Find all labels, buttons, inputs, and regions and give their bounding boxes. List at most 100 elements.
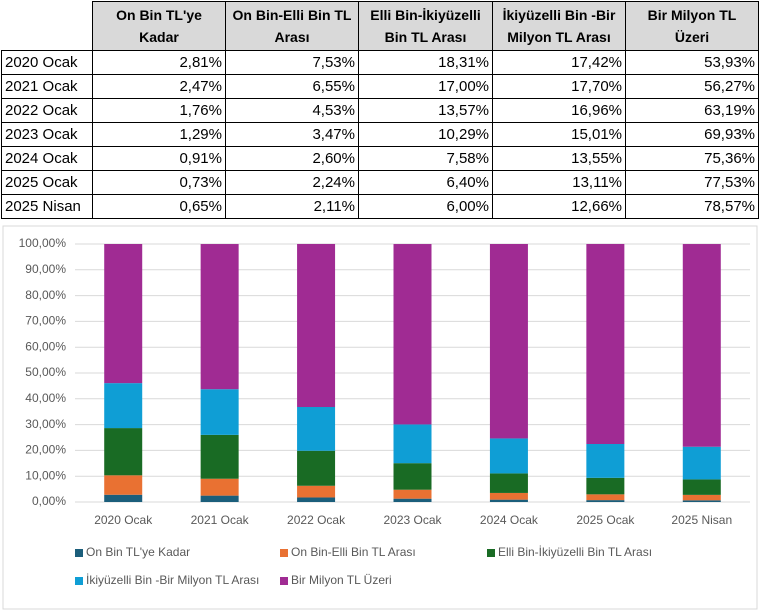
bar-segment xyxy=(682,244,721,447)
legend-marker xyxy=(280,577,288,585)
x-tick-label: 2025 Ocak xyxy=(576,513,635,527)
value-cell: 6,00% xyxy=(358,194,493,219)
bar-segment xyxy=(393,463,432,490)
chart: 0,00% 10,00% 20,00% 30,00% 40,00% 50,00% 60,00… xyxy=(2,225,758,610)
x-tick-label: 2023 Ocak xyxy=(383,513,442,527)
table-row: 2024 Ocak 0,91% 2,60% 7,58% 13,55% 75,36% xyxy=(1,146,759,171)
x-tick-label: 2020 Ocak xyxy=(94,513,153,527)
bar-segment xyxy=(682,479,721,495)
value-cell: 17,70% xyxy=(492,74,626,99)
bar-segment xyxy=(586,494,625,501)
x-tick-label: 2025 Nisan xyxy=(671,513,732,527)
value-cell: 2,60% xyxy=(225,146,359,171)
bar-segment xyxy=(489,473,528,493)
bar-segment xyxy=(489,499,528,502)
bar-segment xyxy=(297,407,336,451)
bar-segment xyxy=(586,444,625,478)
bar-segment xyxy=(104,494,143,502)
y-tick-label: 100,00% xyxy=(19,236,67,250)
value-cell: 13,55% xyxy=(492,146,626,171)
y-tick-label: 10,00% xyxy=(25,468,66,482)
legend-marker xyxy=(280,549,288,557)
table-row: 2020 Ocak 2,81% 7,53% 18,31% 17,42% 53,93% xyxy=(1,50,759,75)
bar-segment xyxy=(393,489,432,499)
legend-marker xyxy=(75,549,83,557)
bar-segment xyxy=(297,243,336,408)
value-cell: 10,29% xyxy=(358,122,493,147)
bar-segment xyxy=(586,500,625,502)
row-label: 2025 Ocak xyxy=(1,170,93,195)
bar-segment xyxy=(104,383,143,429)
value-cell: 75,36% xyxy=(625,146,759,171)
bar-segment xyxy=(200,434,239,479)
value-cell: 63,19% xyxy=(625,98,759,123)
bar-segment xyxy=(200,495,239,502)
y-tick-label: 70,00% xyxy=(25,314,66,328)
row-label: 2021 Ocak xyxy=(1,74,93,99)
value-cell: 13,57% xyxy=(358,98,493,123)
table-row: 2021 Ocak 2,47% 6,55% 17,00% 17,70% 56,27% xyxy=(1,74,759,99)
y-tick-label: 50,00% xyxy=(25,365,66,379)
value-cell: 56,27% xyxy=(625,74,759,99)
value-cell: 17,42% xyxy=(492,50,626,75)
value-cell: 0,65% xyxy=(92,194,226,219)
bar-segment xyxy=(200,478,239,496)
row-label: 2022 Ocak xyxy=(1,98,93,123)
table-row: 2025 Nisan 0,65% 2,11% 6,00% 12,66% 78,57% xyxy=(1,194,759,219)
header-row: On Bin TL'ye Kadar On Bin-Elli Bin TL Ara… xyxy=(1,1,759,51)
value-cell: 7,58% xyxy=(358,146,493,171)
value-cell: 3,47% xyxy=(225,122,359,147)
value-cell: 2,47% xyxy=(92,74,226,99)
bar-segment xyxy=(682,500,721,502)
value-cell: 18,31% xyxy=(358,50,493,75)
x-tick-label: 2024 Ocak xyxy=(480,513,539,527)
value-cell: 53,93% xyxy=(625,50,759,75)
row-label: 2024 Ocak xyxy=(1,146,93,171)
legend-marker xyxy=(487,549,495,557)
value-cell: 0,91% xyxy=(92,146,226,171)
value-cell: 78,57% xyxy=(625,194,759,219)
bar-segment xyxy=(393,498,432,502)
table-row: 2025 Ocak 0,73% 2,24% 6,40% 13,11% 77,53% xyxy=(1,170,759,195)
bar-segment xyxy=(586,477,625,495)
header-cell: İkiyüzelli Bin -Bir Milyon TL Arası xyxy=(492,1,626,51)
row-label: 2020 Ocak xyxy=(1,50,93,75)
bar-segment xyxy=(200,389,239,435)
data-table: On Bin TL'ye Kadar On Bin-Elli Bin TL Ara… xyxy=(1,1,759,219)
y-tick-label: 0,00% xyxy=(32,494,66,508)
legend-label: Elli Bin-İkiyüzelli Bin TL Arası xyxy=(498,545,652,559)
value-cell: 2,11% xyxy=(225,194,359,219)
legend-label: Bir Milyon TL Üzeri xyxy=(291,573,392,587)
bar-segment xyxy=(104,244,143,384)
bar-segment xyxy=(489,438,528,474)
legend-label: İkiyüzelli Bin -Bir Milyon TL Arası xyxy=(86,573,259,587)
value-cell: 12,66% xyxy=(492,194,626,219)
value-cell: 16,96% xyxy=(492,98,626,123)
bar-segment xyxy=(393,244,432,425)
table-row: 2023 Ocak 1,29% 3,47% 10,29% 15,01% 69,93% xyxy=(1,122,759,147)
value-cell: 13,11% xyxy=(492,170,626,195)
value-cell: 2,24% xyxy=(225,170,359,195)
bar-segment xyxy=(393,424,432,464)
bar-segment xyxy=(297,497,336,502)
row-label: 2025 Nisan xyxy=(1,194,93,219)
value-cell: 17,00% xyxy=(358,74,493,99)
value-cell: 6,40% xyxy=(358,170,493,195)
value-cell: 6,55% xyxy=(225,74,359,99)
y-tick-label: 20,00% xyxy=(25,443,66,457)
bar-segment xyxy=(489,492,528,500)
bar-segment xyxy=(489,244,528,439)
header-cell: On Bin-Elli Bin TL Arası xyxy=(225,1,359,51)
value-cell: 0,73% xyxy=(92,170,226,195)
value-cell: 7,53% xyxy=(225,50,359,75)
bar-segment xyxy=(586,243,625,445)
header-cell: Elli Bin-İkiyüzelli Bin TL Arası xyxy=(358,1,493,51)
bar-segment xyxy=(104,475,143,495)
y-tick-label: 80,00% xyxy=(25,288,66,302)
value-cell: 77,53% xyxy=(625,170,759,195)
value-cell: 15,01% xyxy=(492,122,626,147)
bar-segment xyxy=(297,450,336,486)
corner-cell xyxy=(1,1,93,51)
value-cell: 69,93% xyxy=(625,122,759,147)
